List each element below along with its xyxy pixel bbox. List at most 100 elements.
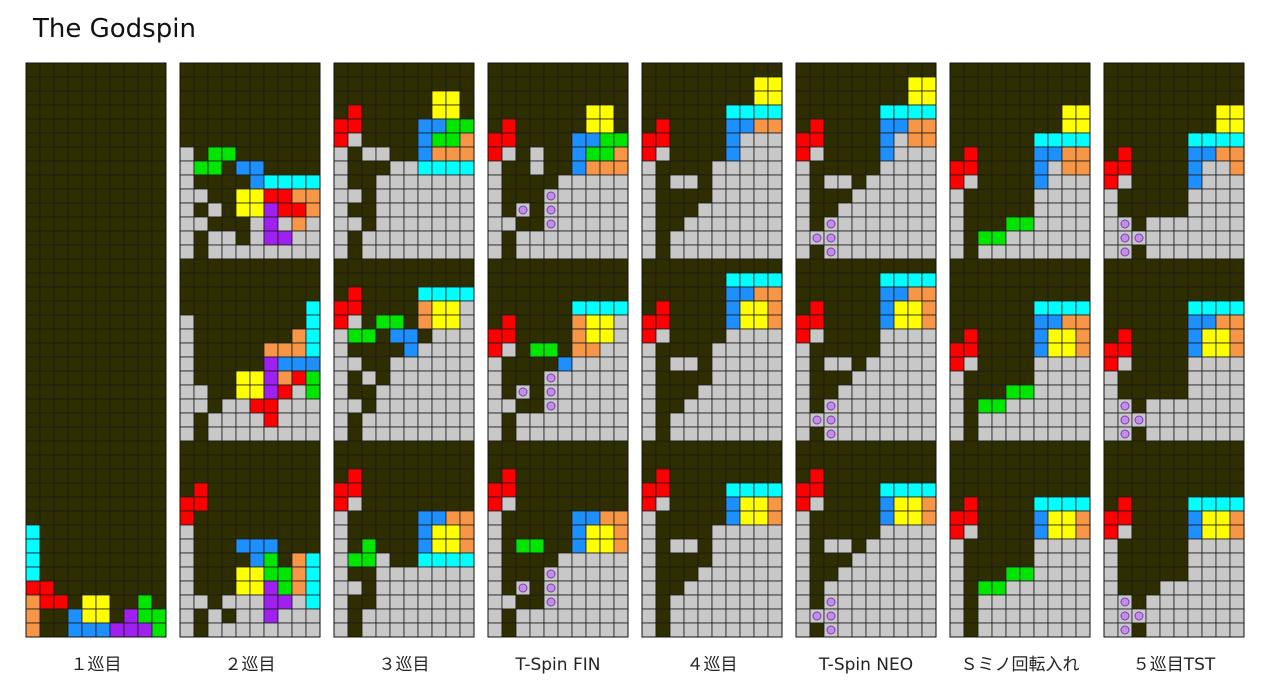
- cell: [389, 76, 405, 92]
- cell: [949, 76, 965, 92]
- cell: [431, 454, 447, 470]
- cell: [39, 566, 55, 582]
- cell: [725, 580, 741, 596]
- cell: [389, 412, 405, 428]
- cell: [347, 370, 363, 386]
- cell: [1201, 132, 1217, 148]
- cell: [417, 286, 433, 302]
- cell: [109, 230, 125, 246]
- cell: [81, 174, 97, 190]
- cell: [361, 174, 377, 190]
- cell: [67, 174, 83, 190]
- cell: [431, 622, 447, 638]
- cell: [711, 356, 727, 372]
- cell: [459, 314, 475, 330]
- cell: [515, 160, 531, 176]
- cell: [851, 622, 867, 638]
- cell: [753, 426, 769, 442]
- cell: [711, 174, 727, 190]
- cell: [235, 468, 251, 484]
- cell: [1005, 524, 1021, 540]
- cell: [907, 524, 923, 540]
- cell: [109, 412, 125, 428]
- cell: [641, 412, 657, 428]
- cell: [963, 482, 979, 498]
- cell: [893, 426, 909, 442]
- cell: [557, 440, 573, 456]
- cell: [459, 566, 475, 582]
- cell: [697, 524, 713, 540]
- cell: [1215, 482, 1231, 498]
- cell: [697, 202, 713, 218]
- cell: [95, 524, 111, 540]
- board-frame: [25, 62, 167, 638]
- cell: [39, 552, 55, 568]
- cell: [235, 216, 251, 232]
- cell: [487, 412, 503, 428]
- cell: [1075, 370, 1091, 386]
- cell: [991, 482, 1007, 498]
- cell: [501, 300, 517, 316]
- cell: [711, 412, 727, 428]
- cell: [879, 258, 895, 274]
- cell: [403, 440, 419, 456]
- cell: [1117, 76, 1133, 92]
- cell: [851, 608, 867, 624]
- cell: [501, 440, 517, 456]
- cell: [865, 342, 881, 358]
- cell: [977, 132, 993, 148]
- cell: [977, 160, 993, 176]
- cell: [879, 90, 895, 106]
- cell: [389, 202, 405, 218]
- cell: [1187, 258, 1203, 274]
- cell: [669, 286, 685, 302]
- cell: [977, 62, 993, 78]
- cell: [123, 622, 139, 638]
- cell: [249, 146, 265, 162]
- cell: [1075, 384, 1091, 400]
- cell: [389, 552, 405, 568]
- cell: [865, 496, 881, 512]
- cell: [907, 146, 923, 162]
- cell: [1131, 496, 1147, 512]
- cell: [1005, 132, 1021, 148]
- cell: [697, 146, 713, 162]
- cell: [1145, 272, 1161, 288]
- cell: [221, 524, 237, 540]
- cell: [459, 356, 475, 372]
- cell: [1033, 496, 1049, 512]
- cell: [809, 538, 825, 554]
- cell: [753, 244, 769, 260]
- cell: [487, 384, 503, 400]
- cell: [641, 286, 657, 302]
- cell: [53, 496, 69, 512]
- cell: [277, 384, 293, 400]
- cell: [445, 188, 461, 204]
- cell: [501, 62, 517, 78]
- cell: [613, 188, 629, 204]
- cell: [1201, 370, 1217, 386]
- cell: [1159, 524, 1175, 540]
- cell: [347, 216, 363, 232]
- cell: [683, 132, 699, 148]
- cell: [739, 300, 755, 316]
- cell: [977, 384, 993, 400]
- cell: [487, 258, 503, 274]
- cell: [403, 468, 419, 484]
- cell: [123, 482, 139, 498]
- cell: [333, 314, 349, 330]
- cell: [151, 538, 167, 554]
- cell: [277, 412, 293, 428]
- cell: [893, 398, 909, 414]
- cell: [921, 384, 937, 400]
- cell: [25, 286, 41, 302]
- cell: [81, 216, 97, 232]
- cell: [1131, 244, 1147, 260]
- cell: [963, 188, 979, 204]
- cell: [123, 188, 139, 204]
- cell: [641, 538, 657, 554]
- cell: [991, 216, 1007, 232]
- cell: [263, 118, 279, 134]
- cell: [39, 594, 55, 610]
- cell: [403, 104, 419, 120]
